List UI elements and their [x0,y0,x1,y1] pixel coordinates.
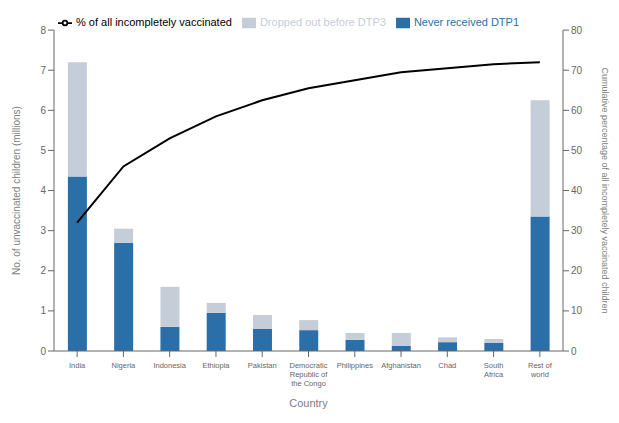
svg-text:SouthAfrica: SouthAfrica [484,361,504,379]
svg-text:2: 2 [40,265,46,276]
svg-text:20: 20 [571,265,583,276]
svg-text:5: 5 [40,145,46,156]
svg-text:0: 0 [571,346,577,357]
svg-text:50: 50 [571,145,583,156]
svg-text:80: 80 [571,25,583,36]
svg-text:Ethiopia: Ethiopia [202,361,230,370]
svg-text:Philippines: Philippines [337,361,374,370]
svg-text:Rest ofworld: Rest ofworld [528,361,553,379]
svg-text:8: 8 [40,25,46,36]
svg-text:No. of unvaccinated children (: No. of unvaccinated children (millions) [11,106,22,275]
svg-text:0: 0 [40,346,46,357]
svg-text:70: 70 [571,65,583,76]
svg-text:1: 1 [40,305,46,316]
svg-text:Nigeria: Nigeria [112,361,137,370]
svg-text:60: 60 [571,105,583,116]
svg-text:Cumulative percentage of all i: Cumulative percentage of all incompletel… [600,67,610,313]
html-text:% of all incompletely vaccinat: % of all incompletely vaccinated [76,16,232,28]
svg-text:Afghanistan: Afghanistan [381,361,421,370]
svg-text:10: 10 [571,305,583,316]
svg-text:30: 30 [571,225,583,236]
svg-text:Indonesia: Indonesia [153,361,186,370]
html-text:Never received DTP1: Never received DTP1 [413,16,519,28]
svg-text:Pakistan: Pakistan [248,361,277,370]
svg-text:40: 40 [571,185,583,196]
svg-text:7: 7 [40,65,46,76]
svg-text:Chad: Chad [438,361,456,370]
svg-text:Country: Country [289,397,328,409]
svg-text:India: India [69,361,86,370]
svg-text:4: 4 [40,185,46,196]
svg-text:DemocraticRepublic ofthe Congo: DemocraticRepublic ofthe Congo [290,361,329,388]
svg-text:6: 6 [40,105,46,116]
html-text:Dropped out before DTP3: Dropped out before DTP3 [259,16,386,28]
svg-text:3: 3 [40,225,46,236]
